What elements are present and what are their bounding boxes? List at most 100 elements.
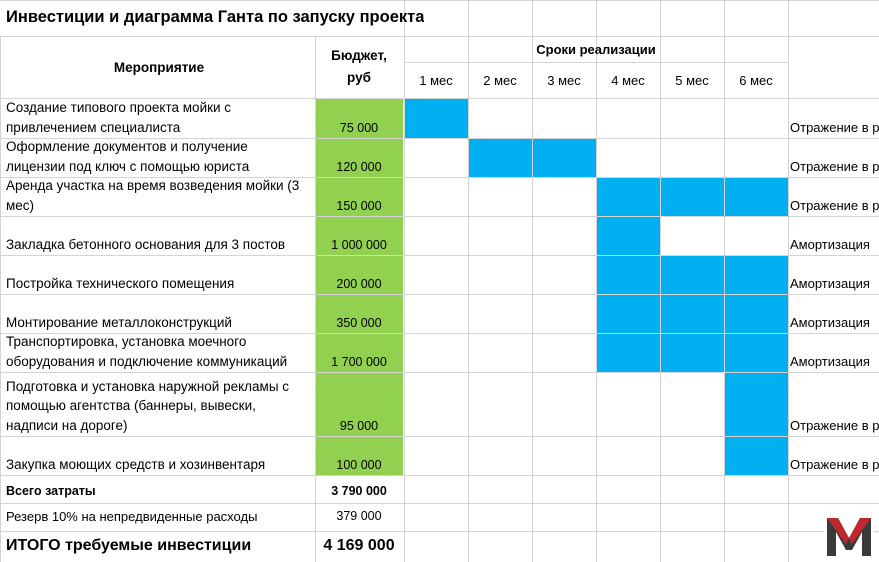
- grid-line: [660, 0, 661, 562]
- grid-line: [0, 138, 879, 139]
- activity-note: Амортизация: [790, 276, 870, 291]
- activity-note: Отражение в р: [790, 457, 879, 472]
- grid-line: [468, 0, 469, 562]
- activity-name: Закладка бетонного основания для 3 посто…: [6, 216, 312, 255]
- grand-total-label: ИТОГО требуемые инвестиции: [6, 537, 252, 554]
- activity-note: Отражение в р: [790, 120, 879, 135]
- grid-line: [0, 372, 879, 373]
- header-budget-line1: Бюджет,: [331, 48, 387, 63]
- activity-name-line: Оформление документов и получение: [6, 139, 248, 154]
- grid-line: [0, 98, 879, 99]
- activity-name-line: мес): [6, 197, 35, 213]
- activity-note: Амортизация: [790, 237, 870, 252]
- activity-note: Амортизация: [790, 354, 870, 369]
- activity-name-line: Подготовка и установка наружной рекламы …: [6, 378, 290, 394]
- activity-note: Отражение в р: [790, 198, 879, 213]
- activity-name-line: надписи на дороге): [6, 417, 128, 433]
- grid-line: [315, 36, 316, 562]
- activity-note: Амортизация: [790, 315, 870, 330]
- logo-m-icon: [824, 514, 874, 558]
- grid-line: [0, 255, 879, 256]
- activity-name-line: Закладка бетонного основания для 3 посто…: [6, 236, 286, 252]
- grid-line: [0, 436, 879, 437]
- activity-name-line: Аренда участка на время возведения мойки…: [6, 178, 300, 193]
- gantt-bar: [724, 177, 788, 216]
- reserve-label: Резерв 10% на непредвиденные расходы: [6, 509, 258, 524]
- activity-budget: 95 000: [339, 419, 379, 433]
- gantt-bar: [596, 333, 660, 372]
- gantt-bar: [724, 372, 788, 436]
- grid-line: [0, 177, 879, 178]
- grid-line: [596, 0, 597, 562]
- activity-name-line: Закупка моющих средств и хозинвентаря: [6, 456, 266, 472]
- activity-name-line: помощью агентства (баннеры, вывески,: [6, 398, 256, 413]
- gantt-bar: [724, 436, 788, 475]
- activity-name-line: Транспортировка, установка моечного: [6, 334, 247, 349]
- month-header: 1 мес: [419, 72, 453, 88]
- month-header: 4 мес: [611, 72, 645, 88]
- activity-name: Монтирование металлоконструкций: [6, 294, 312, 333]
- month-header: 3 мес: [547, 72, 581, 88]
- total-value: 3 790 000: [331, 484, 387, 498]
- activity-name: Оформление документов и получение лицензи…: [6, 138, 312, 177]
- activity-name-line: Создание типового проекта мойки с: [6, 100, 232, 115]
- activity-budget: 1 700 000: [331, 355, 387, 369]
- activity-name-line: Постройка технического помещения: [6, 275, 235, 291]
- gantt-bar: [596, 294, 660, 333]
- gantt-bar: [532, 138, 596, 177]
- gantt-bar: [724, 255, 788, 294]
- gantt-bar: [660, 294, 724, 333]
- grand-total-value: 4 169 000: [323, 537, 395, 554]
- gantt-bar: [660, 177, 724, 216]
- activity-name: Создание типового проекта мойки с привлеч…: [6, 98, 312, 138]
- gantt-bar: [596, 177, 660, 216]
- month-header: 5 мес: [675, 72, 709, 88]
- grid-line: [0, 0, 879, 1]
- header-budget-line2: руб: [347, 70, 371, 85]
- month-header: 2 мес: [483, 72, 517, 88]
- grid-line: [788, 0, 789, 562]
- activity-name: Аренда участка на время возведения мойки…: [6, 177, 312, 216]
- budget-column-fill: [315, 98, 403, 475]
- header-period: Сроки реализации: [536, 41, 656, 57]
- activity-name: Закупка моющих средств и хозинвентаря: [6, 436, 312, 475]
- header-budget: Бюджет, руб: [315, 36, 403, 98]
- grid-line: [0, 36, 879, 37]
- total-label: Всего затраты: [6, 484, 96, 498]
- grid-line: [532, 0, 533, 562]
- activity-name-line: лицензии под ключ с помощью юриста: [6, 158, 250, 174]
- activity-budget: 100 000: [336, 458, 382, 472]
- gantt-bar: [468, 138, 532, 177]
- activity-budget: 150 000: [336, 199, 382, 213]
- sheet-title: Инвестиции и диаграмма Ганта по запуску …: [6, 8, 425, 26]
- gantt-bar: [596, 216, 660, 255]
- activity-name-line: привлечением специалиста: [6, 119, 181, 135]
- grid-line: [0, 294, 879, 295]
- gantt-bar: [660, 333, 724, 372]
- grid-line: [0, 216, 879, 217]
- activity-note: Отражение в р: [790, 418, 879, 433]
- gantt-bar: [660, 255, 724, 294]
- activity-note: Отражение в р: [790, 159, 879, 174]
- month-header: 6 мес: [739, 72, 773, 88]
- activity-name: Подготовка и установка наружной рекламы …: [6, 372, 312, 436]
- gantt-bar: [596, 255, 660, 294]
- activity-budget: 200 000: [336, 277, 382, 291]
- activity-name: Постройка технического помещения: [6, 255, 312, 294]
- header-activity: Мероприятие: [113, 59, 205, 75]
- activity-budget: 1 000 000: [331, 238, 387, 252]
- grid-line: [404, 0, 405, 562]
- grid-line: [724, 0, 725, 562]
- activity-budget: 120 000: [336, 160, 382, 174]
- grid-line: [0, 475, 879, 476]
- grid-line: [0, 531, 879, 532]
- gantt-bar: [724, 333, 788, 372]
- grid-line: [0, 36, 1, 562]
- activity-name: Транспортировка, установка моечного обору…: [6, 333, 312, 372]
- grid-line: [0, 333, 879, 334]
- activity-budget: 75 000: [339, 121, 379, 135]
- activity-budget: 350 000: [336, 316, 382, 330]
- activity-name-line: оборудования и подключение коммуникаций: [6, 353, 288, 369]
- grid-line: [0, 503, 879, 504]
